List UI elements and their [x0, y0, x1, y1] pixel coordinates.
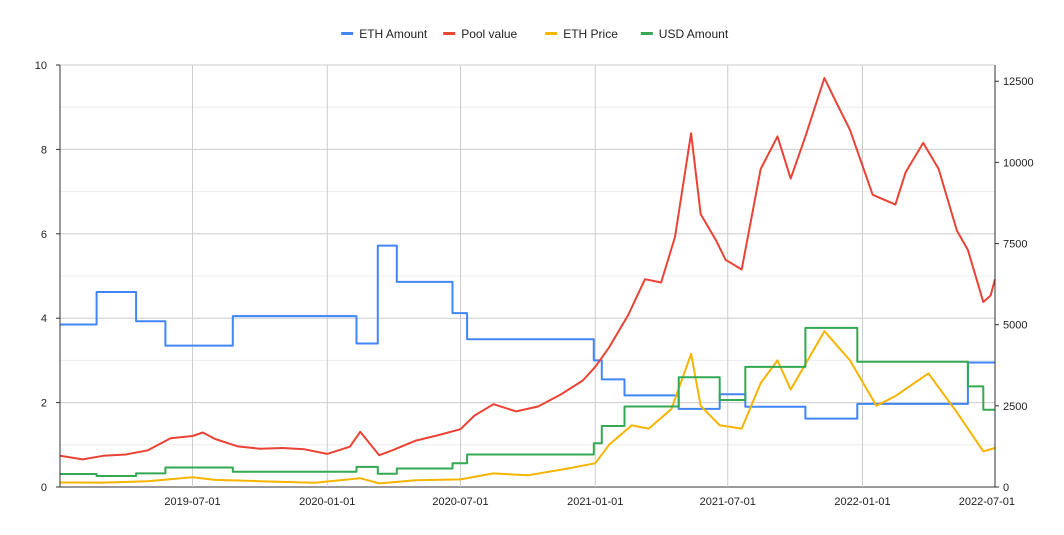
series-line-eth-amount — [60, 244, 995, 420]
chart-legend: ETH Amount Pool value ETH Price USD Amount — [341, 27, 729, 41]
series-line-pool-value — [59, 77, 996, 461]
legend-label-pool-value: Pool value — [461, 27, 517, 41]
y-left-tick-label: 2 — [41, 398, 47, 410]
y-left-tick-label: 10 — [35, 60, 47, 72]
x-tick-label: 2020-01-01 — [299, 496, 355, 508]
y-right-tick-label: 0 — [1003, 482, 1009, 494]
y-right-tick-label: 7500 — [1003, 239, 1027, 251]
x-tick-label: 2021-07-01 — [700, 496, 756, 508]
chart-series — [59, 77, 996, 485]
x-tick-label: 2021-01-01 — [567, 496, 623, 508]
chart-gridlines — [60, 64, 996, 488]
x-tick-label: 2022-07-01 — [959, 496, 1015, 508]
series-line-usd-amount — [60, 326, 995, 477]
x-tick-label: 2022-01-01 — [834, 496, 890, 508]
y-right-tick-label: 2500 — [1003, 401, 1027, 413]
chart-axes: 0 2 4 6 8 10 0 2500 5000 7500 10000 12500 2019-07-01… — [35, 60, 1034, 508]
legend-label-usd-amount: USD Amount — [659, 27, 729, 41]
legend-label-eth-price: ETH Price — [563, 27, 618, 41]
y-left-tick-label: 6 — [41, 229, 47, 241]
y-right-tick-label: 10000 — [1003, 157, 1034, 169]
y-right-tick-label: 12500 — [1003, 76, 1034, 88]
y-left-tick-label: 0 — [41, 482, 47, 494]
y-left-tick-label: 8 — [41, 144, 47, 156]
y-right-tick-label: 5000 — [1003, 320, 1027, 332]
x-tick-label: 2019-07-01 — [164, 496, 220, 508]
legend-label-eth-amount: ETH Amount — [359, 27, 428, 41]
x-tick-label: 2020-07-01 — [432, 496, 488, 508]
series-line-eth-price — [59, 330, 996, 485]
y-left-tick-label: 4 — [41, 313, 47, 325]
